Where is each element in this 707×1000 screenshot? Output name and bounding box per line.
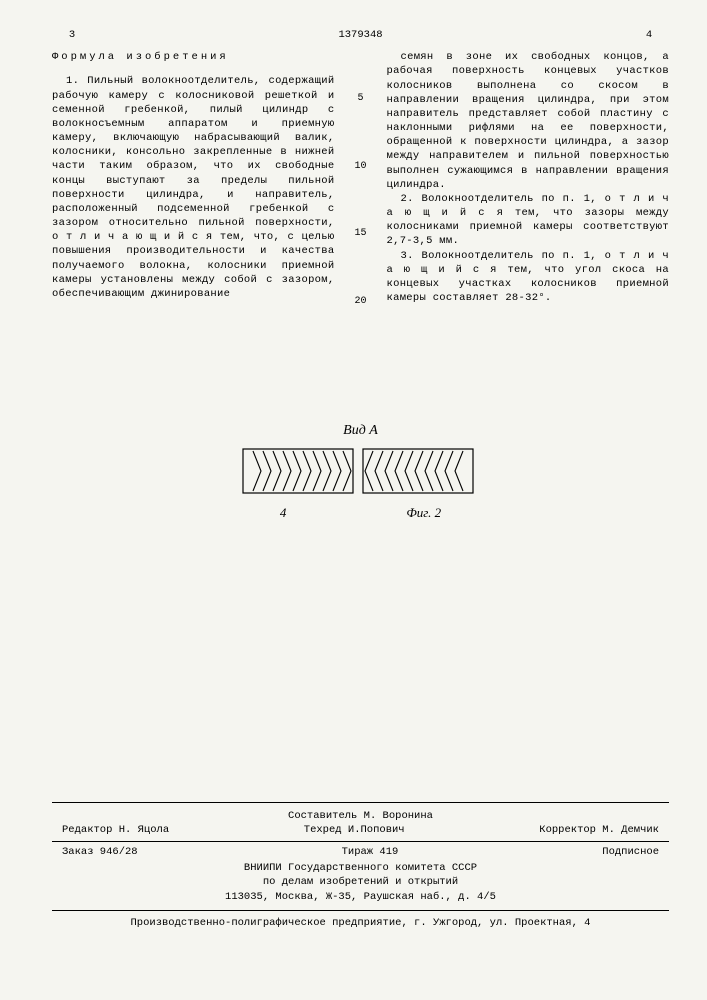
line-marker: 5 bbox=[357, 92, 363, 106]
figure-view-label: Вид А bbox=[52, 422, 669, 441]
figure-ref-4: 4 bbox=[280, 504, 287, 522]
org-line-2: по делам изобретений и открытий bbox=[52, 875, 669, 889]
imprint-footer: Составитель М. Воронина Редактор Н. Яцол… bbox=[52, 802, 669, 930]
corrector: Корректор М. Демчик bbox=[539, 823, 659, 837]
right-column: семян в зоне их свободных концов, а рабо… bbox=[387, 50, 670, 362]
compiler-line: Составитель М. Воронина bbox=[52, 809, 669, 823]
printer-line: Производственно-полиграфическое предприя… bbox=[52, 910, 669, 930]
line-number-gutter: 5 10 15 20 bbox=[353, 50, 369, 362]
line-marker: 15 bbox=[354, 227, 366, 241]
left-column: Формула изобретения 1. Пильный волокноот… bbox=[52, 50, 335, 362]
claim-1-cont: семян в зоне их свободных концов, а рабо… bbox=[387, 50, 670, 192]
techred: Техред И.Попович bbox=[304, 823, 405, 837]
header: 3 1379348 4 bbox=[52, 28, 669, 42]
claim-1: 1. Пильный волокноотделитель, содержащий… bbox=[52, 74, 335, 301]
tirage: Тираж 419 bbox=[342, 845, 399, 859]
claim-2: 2. Волокноотделитель по п. 1, о т л и ч … bbox=[387, 192, 670, 249]
order-number: Заказ 946/28 bbox=[62, 845, 138, 859]
figure-area: Вид А 4 Фиг. 2 bbox=[52, 422, 669, 522]
page-number-right: 4 bbox=[629, 28, 669, 42]
editor: Редактор Н. Яцола bbox=[62, 823, 169, 837]
claim-3: 3. Волокноотделитель по п. 1, о т л и ч … bbox=[387, 249, 670, 306]
figure-caption: Фиг. 2 bbox=[406, 504, 441, 522]
formula-title: Формула изобретения bbox=[52, 50, 335, 64]
patent-page: 3 1379348 4 Формула изобретения 1. Пильн… bbox=[0, 0, 707, 950]
org-address: 113035, Москва, Ж-35, Раушская наб., д. … bbox=[52, 890, 669, 904]
credits-line: Редактор Н. Яцола Техред И.Попович Корре… bbox=[52, 823, 669, 837]
line-marker: 10 bbox=[354, 160, 366, 174]
figure-sub-labels: 4 Фиг. 2 bbox=[52, 504, 669, 522]
order-line: Заказ 946/28 Тираж 419 Подписное bbox=[52, 841, 669, 859]
patent-number: 1379348 bbox=[92, 28, 629, 42]
org-block: ВНИИПИ Государственного комитета СССР по… bbox=[52, 861, 669, 904]
text-columns: Формула изобретения 1. Пильный волокноот… bbox=[52, 50, 669, 362]
subscription: Подписное bbox=[602, 845, 659, 859]
page-number-left: 3 bbox=[52, 28, 92, 42]
figure-2-svg bbox=[241, 447, 481, 497]
line-marker: 20 bbox=[354, 295, 366, 309]
org-line-1: ВНИИПИ Государственного комитета СССР bbox=[52, 861, 669, 875]
